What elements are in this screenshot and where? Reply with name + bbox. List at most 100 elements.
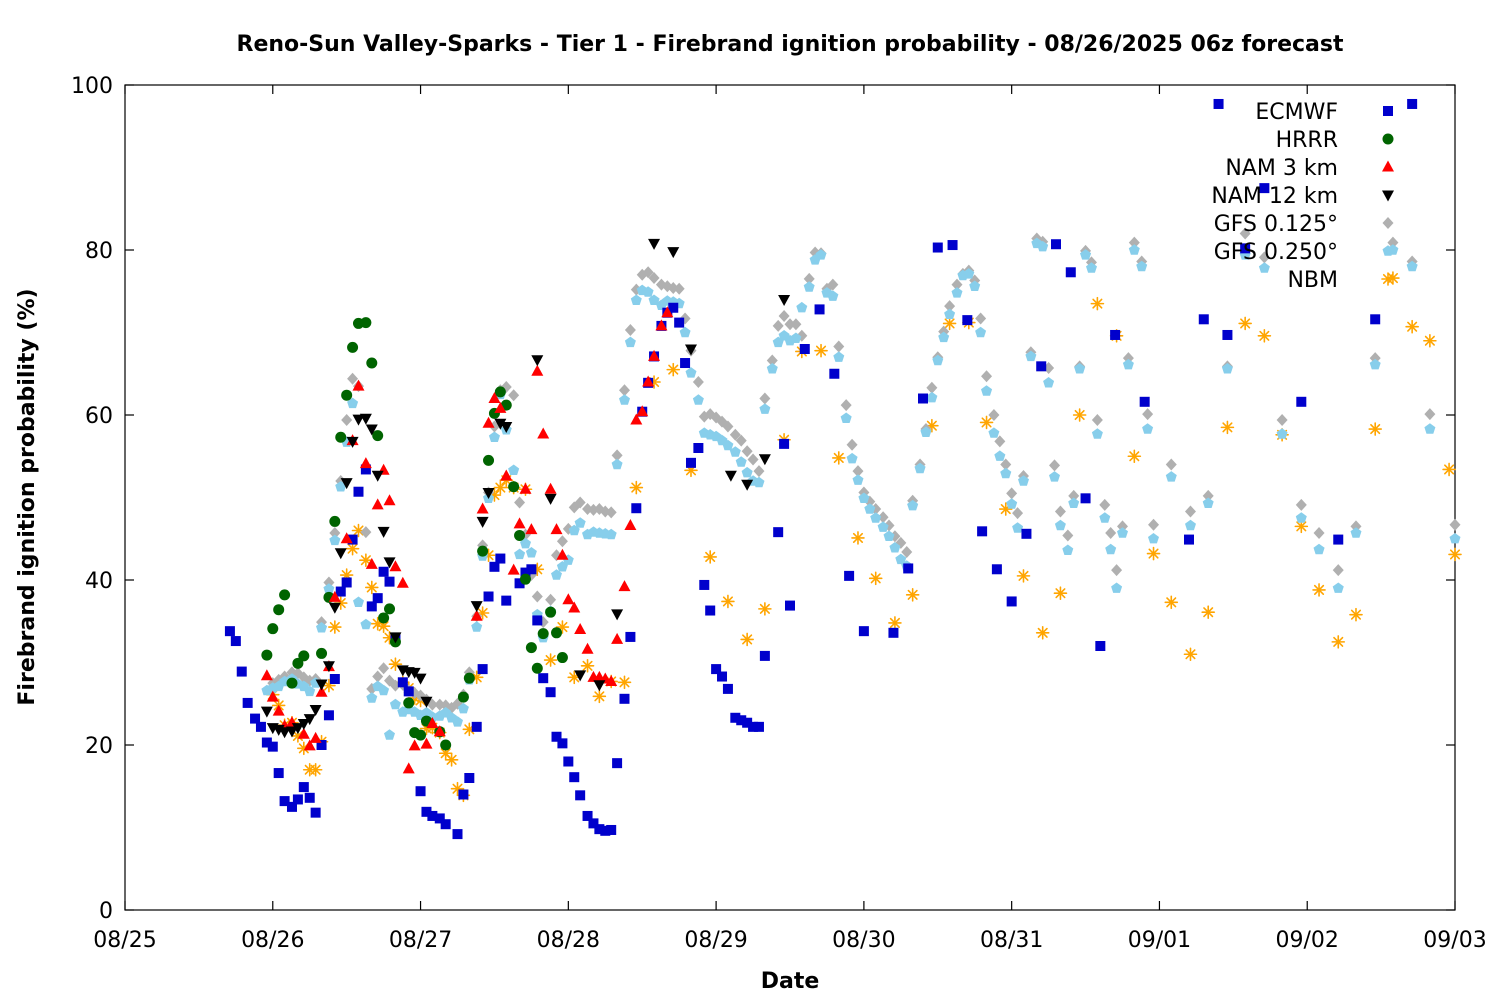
data-point [341, 413, 353, 426]
data-point [500, 469, 513, 481]
data-point [384, 576, 395, 587]
data-point [1095, 641, 1106, 651]
data-point [1349, 607, 1363, 622]
data-point [1165, 471, 1177, 482]
data-point [642, 286, 654, 297]
data-point [371, 498, 384, 510]
y-tick-label: 40 [85, 569, 113, 594]
data-point [600, 825, 611, 836]
data-point [711, 664, 722, 675]
data-point [556, 535, 568, 548]
data-point [778, 310, 790, 322]
data-point [260, 706, 273, 718]
data-point [944, 308, 956, 319]
data-point [1139, 396, 1150, 407]
x-tick-label: 08/27 [389, 928, 452, 953]
data-point [831, 451, 846, 465]
data-point [389, 698, 401, 710]
data-point [1424, 408, 1436, 421]
data-point [1331, 635, 1346, 649]
data-point [1146, 546, 1161, 561]
data-point [279, 796, 290, 807]
data-point [724, 470, 737, 482]
data-point [938, 331, 950, 343]
x-tick-label: 08/25 [93, 928, 156, 953]
data-point [815, 249, 827, 260]
data-point [1239, 227, 1251, 240]
data-point [347, 534, 358, 545]
data-point [753, 476, 765, 488]
data-point [858, 492, 870, 503]
data-point [580, 658, 595, 673]
data-point [673, 282, 685, 295]
data-point [877, 521, 889, 532]
data-point [309, 705, 322, 717]
data-point [537, 427, 550, 439]
data-point [1257, 328, 1272, 343]
data-marks [224, 98, 1462, 840]
data-point [1258, 251, 1270, 264]
data-point [1276, 413, 1288, 426]
data-point [1387, 236, 1399, 249]
x-tick-label: 08/29 [684, 928, 747, 953]
data-point [315, 679, 328, 691]
data-point [328, 602, 341, 614]
data-point [544, 482, 557, 494]
data-point [345, 541, 360, 556]
data-point [470, 601, 483, 613]
data-point [674, 317, 685, 328]
data-point [888, 627, 899, 638]
data-point [236, 666, 247, 677]
data-point [383, 494, 396, 506]
data-point [574, 670, 587, 682]
data-point [545, 687, 556, 698]
data-point [903, 563, 914, 574]
data-point [1350, 527, 1362, 538]
data-point [514, 548, 526, 560]
x-axis-title: Date [761, 969, 820, 994]
data-point [452, 716, 463, 727]
data-point [612, 758, 623, 769]
data-point [1037, 240, 1049, 252]
plot-frame [124, 84, 1456, 911]
data-point [994, 435, 1006, 448]
data-point [790, 332, 802, 343]
data-point [408, 739, 421, 751]
data-point [779, 438, 790, 449]
data-point [611, 632, 624, 644]
data-point [328, 620, 342, 634]
series-gfs-0-125- [267, 227, 1461, 714]
data-point [1062, 544, 1074, 555]
data-point [427, 810, 438, 821]
data-point [230, 636, 241, 647]
data-point [827, 290, 839, 301]
data-point [519, 482, 532, 494]
data-point [1213, 98, 1224, 109]
data-point [605, 674, 618, 686]
data-point [298, 782, 309, 793]
data-point [1185, 519, 1196, 531]
data-point [722, 420, 734, 433]
data-point [829, 368, 840, 379]
data-point [544, 493, 557, 505]
data-point [360, 464, 371, 475]
data-point [292, 657, 304, 669]
data-point [538, 673, 549, 684]
data-point [605, 528, 617, 540]
data-point [335, 586, 346, 597]
data-point [508, 389, 520, 402]
data-point [1148, 518, 1160, 531]
data-point [1406, 260, 1418, 272]
data-point [366, 601, 377, 612]
data-point [1313, 543, 1325, 555]
data-point [1035, 625, 1050, 640]
data-point [772, 319, 784, 332]
data-point [962, 315, 973, 326]
data-point [1449, 533, 1461, 544]
data-point [858, 626, 869, 637]
y-tick-label: 60 [85, 404, 113, 429]
data-point [1074, 363, 1086, 374]
data-point [347, 372, 359, 385]
data-point [729, 428, 741, 441]
